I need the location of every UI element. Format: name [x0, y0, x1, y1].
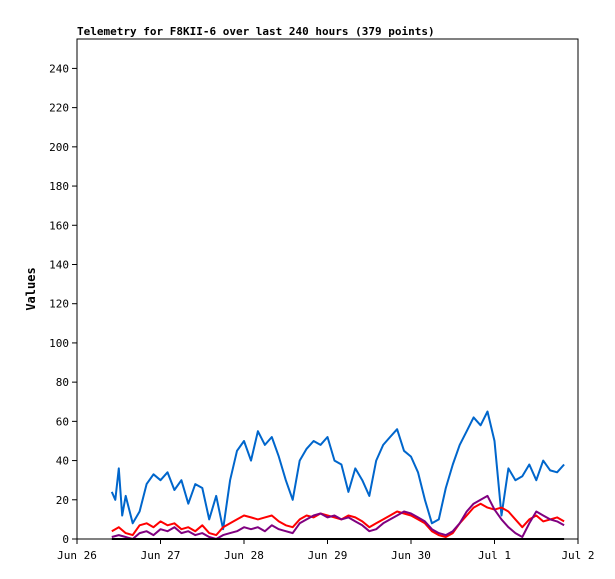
y-axis-label: Values	[24, 267, 38, 310]
y-tick-label: 160	[49, 219, 69, 232]
y-tick-label: 80	[56, 376, 69, 389]
y-tick-label: 200	[49, 141, 69, 154]
x-tick-label: Jun 29	[308, 549, 348, 562]
series-line	[111, 494, 565, 540]
y-tick-label: 0	[62, 533, 69, 546]
series-layer	[110, 410, 565, 540]
x-tick-label: Jul 1	[478, 549, 511, 562]
y-tick-label: 20	[56, 494, 69, 507]
chart-title: Telemetry for F8KII-6 over last 240 hour…	[77, 25, 435, 38]
plot-frame	[76, 38, 579, 540]
y-tick-label: 40	[56, 455, 69, 468]
y-tick-label: 60	[56, 415, 69, 428]
series-line	[110, 410, 565, 531]
x-tick-label: Jun 28	[224, 549, 264, 562]
y-tick-label: 240	[49, 62, 69, 75]
y-tick-label: 220	[49, 102, 69, 115]
y-tick-label: 180	[49, 180, 69, 193]
x-tick-label: Jun 30	[391, 549, 431, 562]
x-tick-label: Jul 2	[561, 549, 594, 562]
y-tick-label: 120	[49, 298, 69, 311]
x-tick-label: Jun 26	[57, 549, 97, 562]
y-tick-label: 100	[49, 337, 69, 350]
x-axis: Jun 26 Jun 27 Jun 28 Jun 29 Jun 30 Jul 1 Jul 2	[57, 539, 595, 562]
y-tick-label: 140	[49, 258, 69, 271]
y-axis: 0 20 40 60 80 100 120 140 160 180 200 220 240	[49, 62, 77, 546]
x-tick-label: Jun 27	[141, 549, 181, 562]
